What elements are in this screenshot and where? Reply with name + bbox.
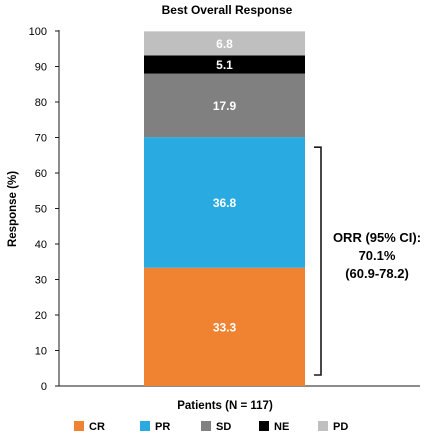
orr-annotation: ORR (95% CI): 70.1% (60.9-78.2) [333, 230, 421, 281]
orr-bracket [314, 147, 321, 375]
legend-label-pr: PR [155, 421, 170, 433]
data-label-sd: 17.9 [213, 99, 237, 113]
y-tick-label: 80 [35, 97, 47, 109]
y-tick-label: 70 [35, 133, 47, 145]
legend: CR PR SD NE PD [74, 421, 348, 433]
legend-label-pd: PD [333, 421, 348, 433]
y-tick-label: 0 [41, 381, 47, 393]
legend-swatch-cr [74, 421, 84, 431]
data-label-pd: 6.8 [216, 37, 233, 51]
y-tick-label: 90 [35, 62, 47, 74]
data-label-ne: 5.1 [216, 58, 233, 72]
legend-label-ne: NE [274, 421, 289, 433]
legend-swatch-pr [140, 421, 150, 431]
legend-label-cr: CR [89, 421, 105, 433]
y-ticks: 0 10 20 30 40 50 60 70 80 90 100 [29, 26, 59, 393]
legend-swatch-ne [259, 421, 269, 431]
x-axis-title: Patients (N = 117) [177, 400, 273, 412]
y-tick-label: 100 [29, 26, 47, 38]
data-label-cr: 33.3 [213, 320, 237, 334]
orr-line-1: ORR (95% CI): [333, 230, 421, 245]
legend-swatch-sd [201, 421, 211, 431]
y-tick-label: 30 [35, 275, 47, 287]
y-tick-label: 60 [35, 168, 47, 180]
y-tick-label: 50 [35, 204, 47, 216]
data-label-pr: 36.8 [213, 196, 237, 210]
stacked-bar: 33.3 36.8 17.9 5.1 6.8 [144, 31, 305, 386]
orr-line-3: (60.9-78.2) [345, 266, 409, 281]
y-tick-label: 40 [35, 239, 47, 251]
chart-title: Best Overall Response [162, 3, 293, 17]
y-tick-label: 20 [35, 310, 47, 322]
legend-label-sd: SD [216, 421, 231, 433]
orr-line-2: 70.1% [359, 248, 396, 263]
y-tick-label: 10 [35, 346, 47, 358]
y-axis-title: Response (%) [7, 171, 19, 247]
legend-swatch-pd [318, 421, 328, 431]
